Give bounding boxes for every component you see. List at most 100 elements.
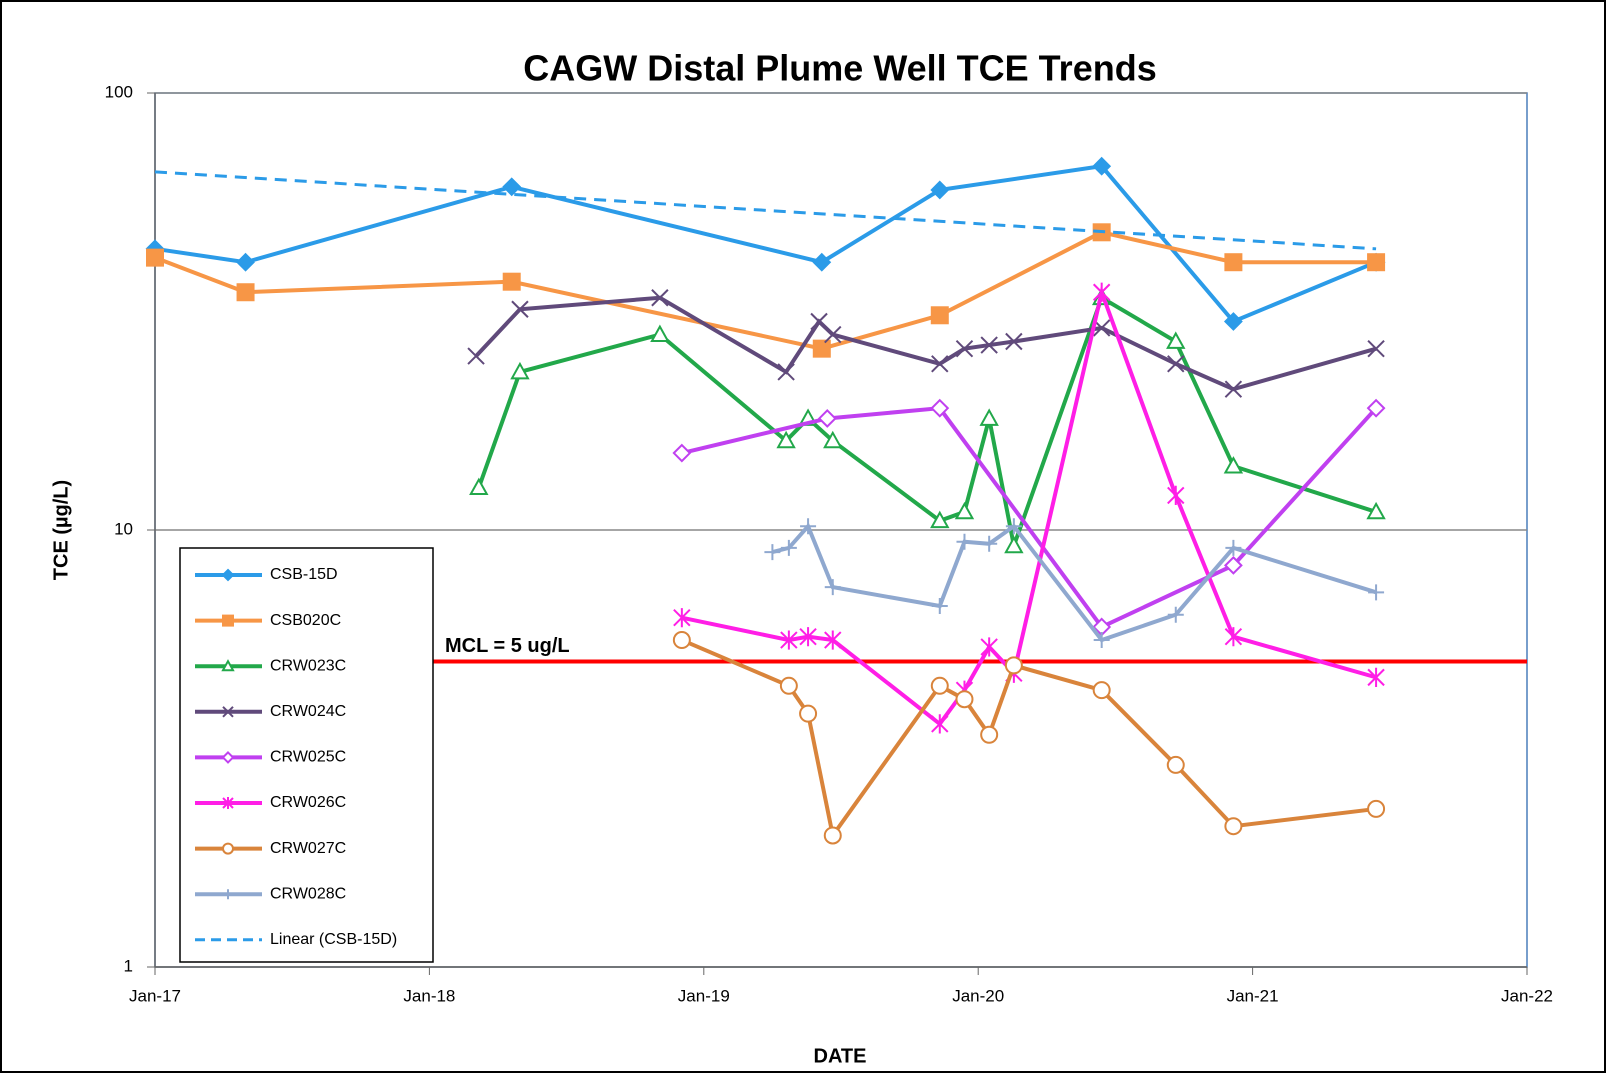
- marker: [467, 347, 485, 365]
- marker: [222, 797, 234, 809]
- legend-label: CRW024C: [270, 703, 346, 720]
- marker: [1093, 632, 1110, 649]
- marker: [222, 614, 234, 627]
- marker: [1366, 501, 1386, 520]
- marker: [1223, 555, 1243, 575]
- marker: [799, 704, 818, 723]
- marker: [980, 725, 999, 744]
- marker: [954, 501, 975, 520]
- series-line: [681, 285, 1377, 727]
- marker: [980, 336, 998, 354]
- marker: [1224, 627, 1243, 647]
- marker: [1225, 539, 1242, 556]
- marker: [221, 659, 235, 672]
- marker: [780, 539, 797, 556]
- marker: [651, 289, 669, 307]
- x-tick-label: Jan-21: [1227, 986, 1279, 1005]
- marker: [1166, 755, 1185, 774]
- legend-label: CRW026C: [270, 794, 346, 811]
- marker: [1367, 667, 1385, 687]
- x-tick-label: Jan-22: [1501, 986, 1553, 1005]
- y-axis-label: TCE (µg/L): [50, 480, 72, 580]
- marker: [1367, 253, 1386, 272]
- y-tick-label: 100: [105, 82, 133, 101]
- series-line: [771, 522, 1377, 643]
- legend-label: CRW023C: [270, 657, 346, 674]
- x-tick-label: Jan-18: [403, 986, 455, 1005]
- series-line: [474, 295, 1377, 392]
- series-line: [681, 406, 1378, 630]
- marker: [1224, 817, 1243, 836]
- marker: [981, 535, 998, 552]
- chart-title: CAGW Distal Plume Well TCE Trends: [523, 48, 1156, 89]
- marker: [1366, 398, 1386, 418]
- marker: [779, 676, 798, 695]
- marker: [931, 714, 949, 734]
- marker: [776, 430, 796, 449]
- legend-label: CSB020C: [270, 612, 341, 629]
- marker: [824, 630, 842, 650]
- marker: [222, 706, 234, 718]
- marker: [1368, 584, 1385, 601]
- marker: [502, 177, 522, 197]
- legend-label: CSB-15D: [270, 566, 338, 583]
- marker: [930, 676, 949, 695]
- marker: [780, 630, 798, 650]
- x-tick-label: Jan-17: [129, 986, 181, 1005]
- marker: [469, 477, 489, 496]
- x-axis-label: DATE: [814, 1045, 867, 1067]
- marker: [673, 608, 691, 628]
- marker: [823, 430, 843, 449]
- marker: [1224, 253, 1243, 272]
- marker: [1167, 485, 1185, 505]
- marker: [930, 510, 950, 529]
- marker: [955, 339, 974, 358]
- marker: [979, 408, 999, 426]
- marker: [930, 398, 950, 418]
- x-tick-label: Jan-19: [678, 986, 730, 1005]
- marker: [956, 533, 973, 550]
- marker: [1367, 799, 1386, 818]
- marker: [502, 272, 521, 291]
- marker: [1367, 339, 1385, 358]
- legend-label: CRW028C: [270, 885, 346, 902]
- marker: [1092, 156, 1112, 176]
- mcl-label: MCL = 5 ug/L: [445, 635, 570, 657]
- y-tick-label: 10: [114, 519, 133, 538]
- marker: [236, 283, 255, 302]
- marker: [146, 248, 164, 267]
- marker: [221, 750, 235, 764]
- marker: [1224, 380, 1243, 398]
- marker: [824, 579, 841, 596]
- marker: [1004, 656, 1023, 675]
- marker: [1166, 331, 1186, 349]
- marker: [650, 324, 670, 342]
- marker: [1005, 518, 1022, 535]
- marker: [799, 627, 817, 647]
- marker: [812, 252, 832, 272]
- marker: [955, 690, 974, 709]
- marker: [930, 180, 950, 200]
- marker: [817, 409, 837, 428]
- legend-label: Linear (CSB-15D): [270, 931, 397, 948]
- marker: [221, 568, 235, 582]
- marker: [510, 361, 530, 380]
- marker: [223, 889, 233, 900]
- marker: [1223, 456, 1244, 474]
- marker: [931, 355, 949, 373]
- series-line: [154, 170, 1377, 251]
- marker: [980, 637, 998, 657]
- marker: [1092, 282, 1111, 302]
- marker: [823, 826, 842, 845]
- marker: [1004, 535, 1024, 554]
- marker: [931, 598, 948, 615]
- marker: [1167, 606, 1184, 623]
- marker: [236, 252, 255, 272]
- y-tick-label: 1: [124, 956, 133, 975]
- marker: [222, 842, 234, 855]
- marker: [824, 325, 842, 344]
- marker: [810, 312, 828, 331]
- marker: [812, 339, 831, 358]
- series-line: [476, 294, 1377, 554]
